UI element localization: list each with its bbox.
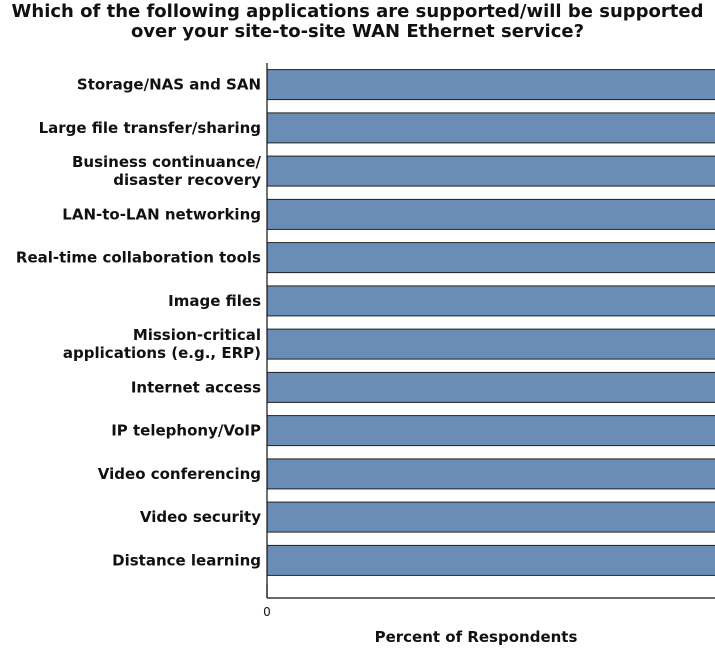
category-label: Internet access: [131, 378, 261, 396]
category-label: Large file transfer/sharing: [39, 119, 261, 137]
category-label: Real-time collaboration tools: [16, 249, 261, 267]
bar: [266, 501, 715, 533]
category-label: Business continuance/: [72, 153, 262, 171]
bar: [266, 544, 715, 576]
bar: [266, 458, 715, 490]
category-label: Mission-critical: [133, 326, 261, 344]
bar: [266, 198, 715, 230]
bar: [266, 328, 715, 360]
category-label: disaster recovery: [113, 171, 261, 189]
bar: [266, 112, 715, 144]
category-label: Storage/NAS and SAN: [77, 76, 261, 94]
category-label: Video security: [140, 508, 261, 526]
chart-title-line-1: Which of the following applications are …: [11, 1, 704, 22]
category-label: applications (e.g., ERP): [63, 344, 261, 362]
category-label: LAN-to-LAN networking: [62, 205, 261, 223]
bar: [266, 415, 715, 447]
category-label: Video conferencing: [98, 465, 261, 483]
category-label: Image files: [168, 292, 261, 310]
bar: [266, 242, 715, 274]
bar: [266, 285, 715, 317]
x-tick-label: 0: [263, 605, 271, 619]
x-axis-title: Percent of Respondents: [375, 628, 578, 646]
category-label: IP telephony/VoIP: [111, 422, 261, 440]
chart-title: Which of the following applications are …: [0, 2, 715, 42]
bar: [266, 371, 715, 403]
category-label: Distance learning: [112, 551, 261, 569]
bar: [266, 155, 715, 187]
bar: [266, 69, 715, 101]
chart-title-line-2: over your site-to-site WAN Ethernet serv…: [130, 21, 585, 42]
